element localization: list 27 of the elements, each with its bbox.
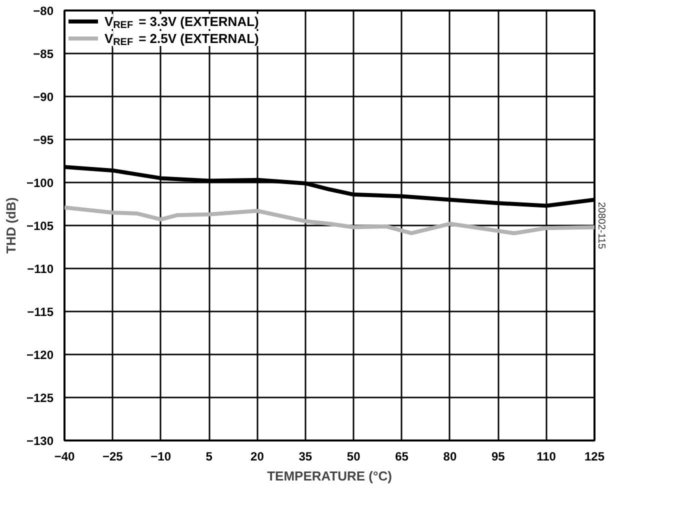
y-tick-label: −85 [33, 47, 54, 61]
y-tick-label: −90 [33, 90, 54, 104]
y-axis-title: THD (dB) [3, 197, 18, 254]
x-tick-label: 95 [491, 450, 506, 464]
x-tick-label: 110 [536, 450, 556, 464]
text: 20802-115 [596, 202, 606, 250]
y-tick-label: −120 [26, 348, 54, 362]
y-tick-label: −130 [26, 434, 54, 448]
y-tick-label: −100 [26, 176, 54, 190]
x-tick-label: 80 [443, 450, 457, 464]
x-tick-label: −25 [102, 450, 124, 464]
y-tick-label: −80 [33, 4, 54, 18]
y-tick-label: −115 [27, 305, 54, 319]
line-series [64, 205, 594, 236]
y-tick-label: −105 [26, 219, 54, 233]
x-tick-label: −40 [54, 450, 76, 464]
y-tick-label: −125 [26, 391, 54, 405]
x-tick-label: 125 [584, 450, 605, 464]
x-tick-label: 35 [298, 450, 312, 464]
x-axis-title: TEMPERATURE (°C) [267, 468, 392, 484]
x-tick-label: −10 [150, 450, 172, 464]
x-tick-label: 50 [346, 450, 361, 464]
x-tick-label: 5 [206, 450, 213, 464]
x-tick-label: 65 [395, 450, 409, 464]
y-tick-label: −95 [33, 133, 54, 147]
x-tick-label: 20 [250, 450, 264, 464]
y-tick-label: −110 [27, 262, 54, 276]
